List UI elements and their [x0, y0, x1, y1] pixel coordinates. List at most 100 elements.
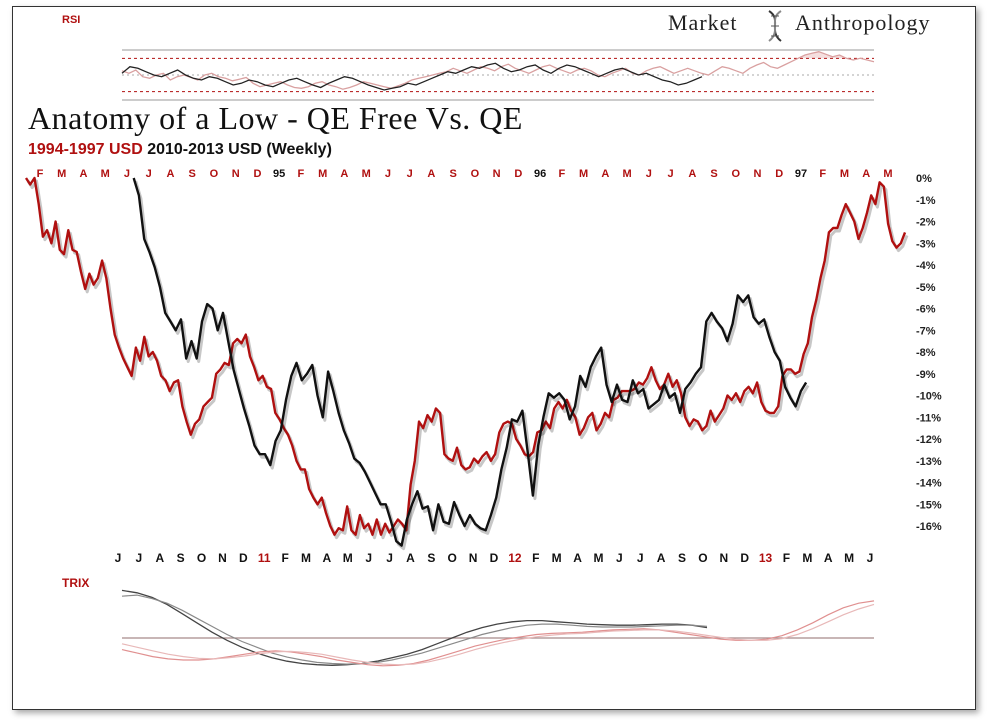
trix-red-line [121, 600, 875, 667]
bottom-axis-label: F [281, 551, 288, 565]
y-tick-label: -14% [916, 478, 942, 490]
top-axis-label: O [732, 168, 741, 180]
bottom-axis-label: D [740, 551, 749, 565]
series-line-2010-2013 [132, 177, 808, 547]
bottom-axis-label: M [844, 551, 854, 565]
top-axis-label: S [189, 168, 196, 180]
top-axis-label: M [883, 168, 892, 180]
top-axis-label: A [166, 168, 174, 180]
bottom-axis-label: S [177, 551, 185, 565]
top-axis-label: J [646, 168, 652, 180]
top-axis-label: N [493, 168, 501, 180]
bottom-axis-label: 11 [258, 551, 271, 565]
top-axis-label: M [57, 168, 66, 180]
rsi-label: RSI [62, 14, 81, 26]
bottom-axis-label: J [115, 551, 122, 565]
top-axis-label: D [253, 168, 261, 180]
y-tick-label: -11% [916, 412, 941, 424]
y-tick-label: -12% [916, 434, 942, 446]
trix-label: TRIX [62, 576, 90, 590]
bottom-axis-label: O [197, 551, 206, 565]
rsi-panel [121, 49, 875, 101]
series-line-1994-1997 [24, 176, 907, 536]
top-axis-label: M [622, 168, 631, 180]
main-panel: 0% -1% -2% -3% -4% -5% -6% -7% -8% -9% -10% -11% -12… [24, 168, 942, 565]
bottom-axis-label: M [593, 551, 603, 565]
top-axis-label: J [124, 168, 130, 180]
series-shadow [134, 180, 810, 551]
y-tick-label: -13% [916, 456, 942, 468]
brand-anthropology: Anthropology [795, 10, 931, 35]
subtitle-black-series: 2010-2013 USD (Weekly) [147, 141, 332, 158]
top-axis-label: F [37, 168, 44, 180]
bottom-axis-label: O [698, 551, 707, 565]
bottom-axis-label: A [323, 551, 332, 565]
chart-title: Anatomy of a Low - QE Free Vs. QE [28, 100, 523, 136]
y-tick-label: -15% [916, 499, 942, 511]
dna-helix-icon [768, 10, 782, 42]
bottom-axis-label: J [136, 551, 143, 565]
y-tick-label: -9% [916, 369, 936, 381]
bottom-axis-label: D [490, 551, 499, 565]
top-axis-label: M [101, 168, 110, 180]
y-tick-label: 0% [916, 173, 932, 185]
y-tick-label: -5% [916, 282, 936, 294]
bottom-axis-label: 13 [759, 551, 773, 565]
top-axis-label: M [318, 168, 327, 180]
top-axis-label: M [840, 168, 849, 180]
bottom-axis-label: M [552, 551, 562, 565]
y-tick-label: -6% [916, 304, 936, 316]
brand-market: Market [668, 10, 738, 35]
top-axis-label: J [407, 168, 413, 180]
bottom-axis-label: S [678, 551, 686, 565]
bottom-axis-label: A [573, 551, 582, 565]
bottom-axis-label: M [343, 551, 353, 565]
bottom-axis-label: J [386, 551, 393, 565]
top-axis-label: O [471, 168, 480, 180]
bottom-axis-label: A [406, 551, 415, 565]
top-axis-label: J [385, 168, 391, 180]
bottom-axis-label: J [365, 551, 372, 565]
top-axis-label: J [146, 168, 152, 180]
top-axis-label: M [362, 168, 371, 180]
top-axis-label: O [210, 168, 219, 180]
bottom-axis-label: N [719, 551, 728, 565]
rsi-line-2010-2013 [121, 62, 703, 91]
bottom-axis-label: A [824, 551, 833, 565]
rsi-overbought-area [122, 51, 874, 59]
top-axis-label: S [710, 168, 717, 180]
y-tick-label: -2% [916, 217, 936, 229]
bottom-axis-label: M [802, 551, 812, 565]
trix-red-signal-line [121, 603, 875, 666]
top-axis-label: A [862, 168, 870, 180]
bottom-axis-label: F [783, 551, 790, 565]
trix-black-line [121, 589, 708, 666]
y-tick-label: -7% [916, 325, 936, 337]
subtitle-red-series: 1994-1997 USD [28, 141, 143, 158]
bottom-axis-label: N [469, 551, 478, 565]
trix-panel [121, 589, 875, 667]
top-axis-label: 96 [534, 168, 546, 180]
top-axis-label: F [558, 168, 565, 180]
top-axis-label: A [688, 168, 696, 180]
y-tick-label: -3% [916, 238, 936, 250]
rsi-line-1994-1997 [121, 51, 875, 90]
bottom-axis-label: A [155, 551, 164, 565]
top-axis-label: D [775, 168, 783, 180]
y-tick-label: -1% [916, 195, 936, 207]
chart-subtitle: 1994-1997 USD 2010-2013 USD (Weekly) [28, 141, 332, 159]
bottom-axis-label: S [427, 551, 435, 565]
top-axis-label: A [427, 168, 435, 180]
top-axis-label: 95 [273, 168, 285, 180]
bottom-axis-label: F [532, 551, 539, 565]
top-axis-label: A [340, 168, 348, 180]
bottom-axis-label: 12 [508, 551, 522, 565]
bottom-axis-label: D [239, 551, 248, 565]
top-axis-label: D [514, 168, 522, 180]
y-tick-label: -16% [916, 521, 942, 533]
bottom-axis-label: J [867, 551, 874, 565]
trix-black-signal-line [121, 594, 708, 665]
series-shadow [26, 179, 909, 540]
top-axis-label: N [754, 168, 762, 180]
